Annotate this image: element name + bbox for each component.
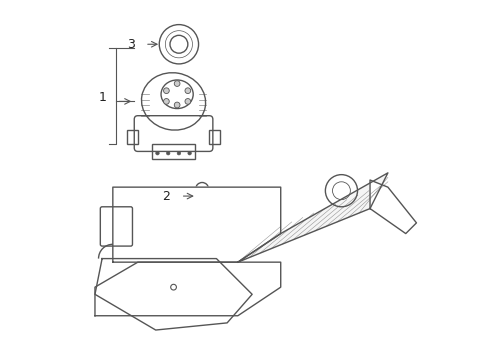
- Circle shape: [164, 99, 169, 104]
- Circle shape: [174, 102, 180, 108]
- Polygon shape: [95, 262, 281, 316]
- Polygon shape: [95, 258, 252, 330]
- Circle shape: [164, 88, 169, 94]
- Circle shape: [185, 88, 191, 94]
- Circle shape: [167, 152, 170, 155]
- Bar: [127, 130, 138, 144]
- Polygon shape: [113, 187, 281, 262]
- Circle shape: [174, 81, 180, 86]
- Circle shape: [156, 152, 159, 155]
- Text: 3: 3: [127, 38, 135, 51]
- Polygon shape: [238, 173, 388, 262]
- Text: 1: 1: [98, 91, 106, 104]
- Circle shape: [185, 99, 191, 104]
- Text: 2: 2: [163, 190, 171, 203]
- Circle shape: [188, 152, 192, 155]
- Bar: [209, 130, 220, 144]
- Bar: [152, 144, 195, 158]
- Polygon shape: [370, 180, 416, 234]
- Circle shape: [177, 152, 181, 155]
